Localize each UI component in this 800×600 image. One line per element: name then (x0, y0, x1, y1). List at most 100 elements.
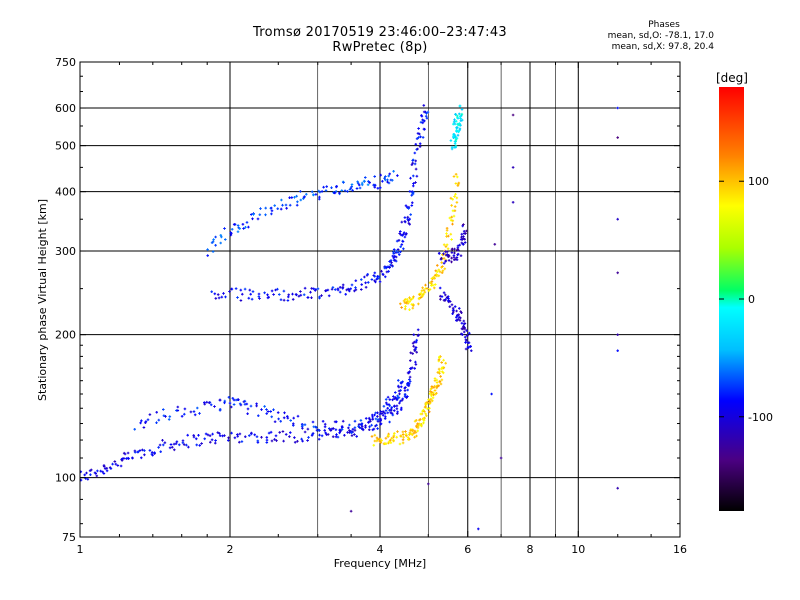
scatter-point (288, 203, 292, 207)
scatter-point (417, 136, 420, 139)
scatter-point (465, 334, 469, 338)
scatter-point (447, 254, 451, 258)
scatter-point (459, 124, 462, 127)
scatter-point (404, 386, 407, 389)
scatter-point (427, 398, 430, 401)
scatter-point (241, 292, 244, 296)
scatter-point (461, 242, 465, 246)
scatter-point (408, 308, 411, 311)
scatter-point (207, 401, 211, 404)
scatter-point (444, 260, 447, 263)
scatter-point (175, 440, 179, 443)
scatter-point (421, 121, 425, 125)
scatter-point (376, 415, 379, 418)
scatter-point (454, 173, 458, 176)
scatter-point (303, 423, 307, 426)
scatter-point (346, 190, 349, 193)
scatter-point (238, 402, 242, 406)
scatter-point (408, 300, 411, 303)
scatter-point (320, 190, 324, 193)
scatter-point (444, 298, 447, 301)
x-axis-label: Frequency [MHz] (334, 557, 426, 570)
scatter-point (424, 283, 427, 287)
scatter-point (236, 224, 240, 227)
scatter-point (408, 380, 412, 383)
scatter-point (448, 300, 452, 303)
scatter-point (360, 288, 363, 291)
scatter-point (429, 390, 432, 393)
scatter-point (210, 438, 214, 442)
y-axis-label: Stationary phase Virtual Height [km] (36, 199, 49, 401)
scatter-point (379, 441, 383, 444)
scatter-point (407, 384, 411, 387)
scatter-point (211, 250, 215, 253)
scatter-point (251, 290, 255, 293)
scatter-point (274, 434, 278, 438)
scatter-point (233, 436, 237, 440)
scatter-point (270, 415, 273, 419)
scatter-point (284, 433, 288, 436)
scatter-point (246, 412, 249, 415)
scatter-point (113, 460, 117, 463)
scatter-point (396, 412, 399, 415)
scatter-point (144, 420, 148, 423)
scatter-point (350, 431, 353, 435)
scatter-point (428, 288, 432, 291)
scatter-point (402, 233, 405, 236)
scatter-point (440, 295, 444, 298)
scatter-point (402, 231, 406, 234)
scatter-point (452, 120, 456, 124)
scatter-point (462, 322, 466, 326)
scatter-point (406, 383, 409, 387)
scatter-point (399, 245, 402, 248)
scatter-point (456, 244, 460, 248)
scatter-point (256, 439, 260, 443)
scatter-point (400, 406, 403, 410)
scatter-point (440, 271, 444, 274)
scatter-point (433, 377, 437, 380)
scatter-point (310, 296, 313, 299)
scatter-point (399, 434, 403, 438)
scatter-point (157, 418, 161, 422)
scatter-point (392, 248, 396, 251)
scatter-point (219, 241, 222, 245)
scatter-point (353, 419, 357, 423)
scatter-point (286, 299, 290, 302)
scatter-point (430, 392, 433, 396)
scatter-point (326, 433, 330, 436)
scatter-point (277, 417, 280, 421)
scatter-point (223, 401, 226, 405)
scatter-point (417, 302, 420, 306)
scatter-point (418, 132, 421, 136)
scatter-point (315, 426, 318, 429)
scatter-point (119, 464, 123, 468)
scatter-point (168, 415, 172, 418)
scatter-point (356, 182, 360, 185)
scatter-point (354, 288, 358, 292)
scatter-point (379, 419, 382, 422)
scatter-point (219, 234, 223, 237)
scatter-point (390, 436, 393, 440)
scatter-point (391, 398, 394, 402)
scatter-point (398, 401, 401, 405)
scatter-point (169, 443, 173, 446)
scatter-point (234, 398, 238, 402)
scatter-point (447, 234, 450, 238)
scatter-point (227, 439, 230, 442)
scatter-point (459, 316, 462, 320)
scatter-point (227, 396, 231, 399)
scatter-point (244, 226, 247, 229)
scatter-point (413, 162, 417, 166)
scatter-point (437, 268, 441, 272)
scatter-point (330, 186, 333, 189)
scatter-point (616, 106, 619, 110)
scatter-point (415, 137, 419, 140)
scatter-point (389, 439, 392, 442)
scatter-point (368, 181, 371, 184)
scatter-point (462, 230, 466, 233)
scatter-point (441, 269, 445, 273)
scatter-point (420, 289, 424, 293)
scatter-point (380, 439, 383, 442)
scatter-point (267, 295, 270, 299)
scatter-point (458, 115, 462, 118)
